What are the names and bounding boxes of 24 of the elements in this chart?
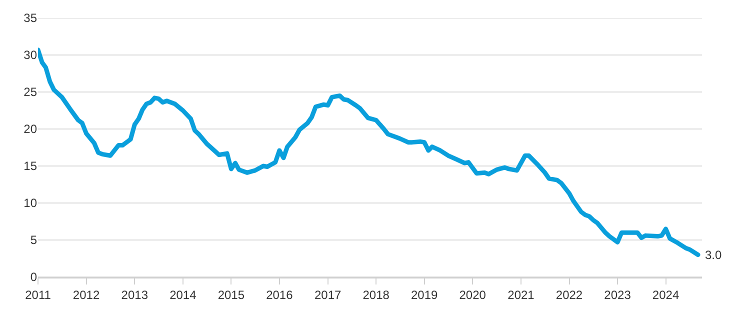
y-tick-label: 0 bbox=[30, 270, 38, 284]
y-tick-label: 20 bbox=[24, 122, 38, 136]
x-tick-label: 2016 bbox=[266, 288, 294, 302]
x-tick-label: 2019 bbox=[410, 288, 438, 302]
line-series bbox=[38, 48, 700, 258]
x-tick-label: 2022 bbox=[556, 288, 583, 302]
x-tick-label: 2021 bbox=[508, 288, 535, 302]
annotation: 3.0 bbox=[705, 248, 722, 262]
y-tick-label: 5 bbox=[30, 233, 38, 248]
x-tick-label: 2011 bbox=[25, 288, 52, 302]
x-tick-label: 2013 bbox=[121, 288, 148, 302]
y-tick-label: 10 bbox=[24, 196, 38, 210]
x-tick-label: 2014 bbox=[170, 288, 197, 302]
y-tick-label: 25 bbox=[24, 85, 38, 100]
x-tick-label: 2020 bbox=[459, 288, 486, 302]
y-tick-label: 35 bbox=[24, 11, 38, 26]
x-tick-label: 2012 bbox=[72, 288, 100, 302]
x-tick-label: 2017 bbox=[314, 288, 342, 302]
x-tick-label: 2024 bbox=[652, 288, 680, 302]
y-tick-label: 30 bbox=[24, 48, 38, 62]
x-tick-label: 2015 bbox=[218, 288, 245, 302]
x-tick-label: 2018 bbox=[362, 288, 390, 302]
x-tick-label: 2023 bbox=[604, 288, 632, 302]
y-tick-label: 15 bbox=[24, 159, 38, 174]
